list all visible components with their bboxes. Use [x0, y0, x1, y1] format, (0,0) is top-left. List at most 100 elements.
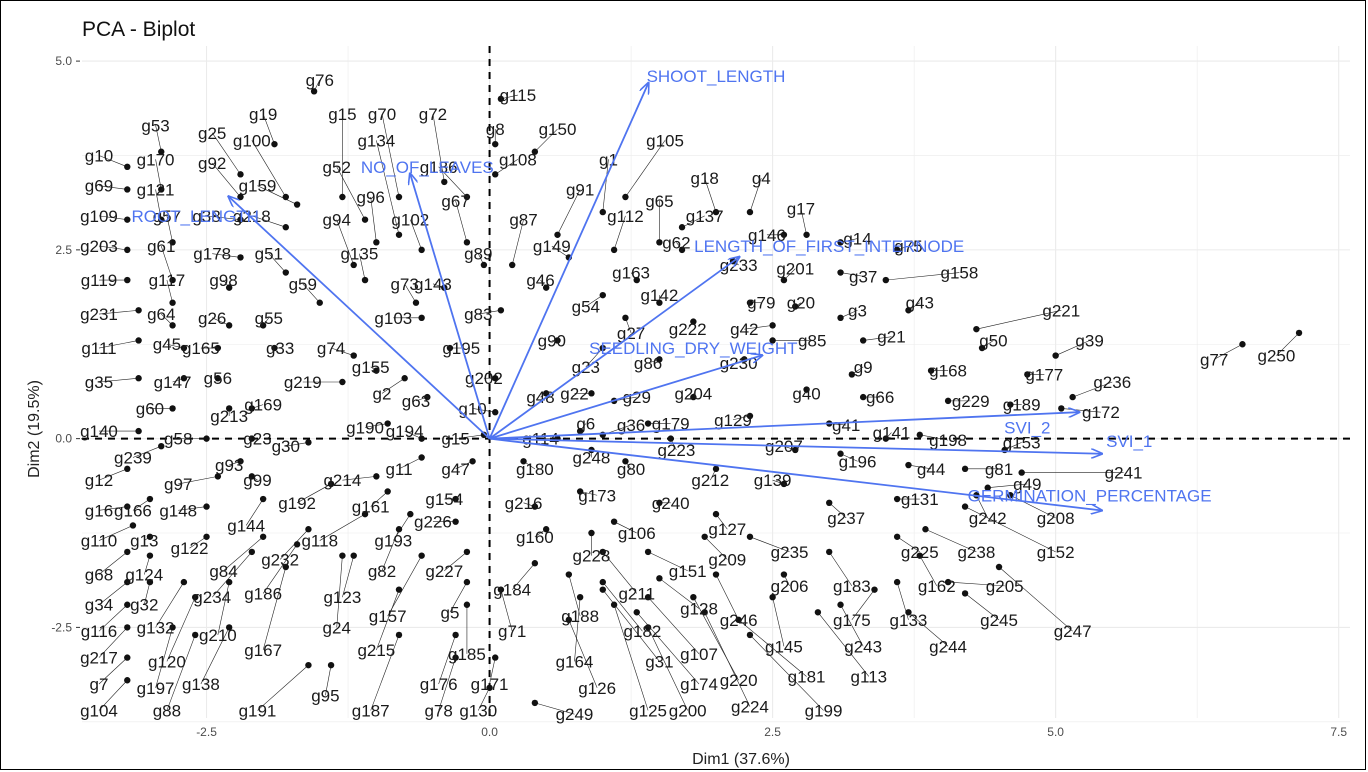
y-axis-title: Dim2 (19.5%) [26, 380, 43, 478]
leader-line [511, 563, 536, 590]
leader-line [98, 185, 128, 190]
point-label: g86 [634, 354, 662, 373]
point-label: g24 [323, 618, 351, 637]
point-label: g48 [526, 388, 554, 407]
variable-label: ROOT_LENGTH [131, 207, 259, 226]
point-label: g103 [374, 309, 412, 328]
variable-arrow [489, 437, 1101, 511]
leader-line [681, 215, 705, 228]
data-point [882, 435, 890, 442]
leader-line [444, 551, 468, 571]
leader-line [908, 612, 949, 647]
leader-line [568, 574, 581, 617]
data-point [944, 397, 952, 405]
leader-line [976, 309, 1062, 330]
point-label: g5 [440, 603, 459, 622]
point-label: g229 [952, 392, 990, 411]
data-point [350, 261, 357, 269]
point-label: g203 [80, 237, 118, 256]
point-label: g214 [323, 471, 361, 490]
data-point [492, 654, 499, 661]
point-label: g183 [833, 577, 871, 596]
data-point [169, 239, 176, 246]
data-point [305, 661, 312, 669]
point-label: g155 [352, 358, 390, 377]
point-label: g226 [414, 513, 452, 532]
point-label: g97 [164, 475, 192, 494]
point-label: g208 [1037, 509, 1075, 528]
leader-line [166, 634, 196, 711]
x-tick-label: 5.0 [1047, 725, 1064, 739]
data-point [588, 390, 595, 397]
leader-line [1214, 343, 1243, 360]
point-label: g139 [754, 471, 792, 490]
data-point [565, 571, 573, 578]
data-point [995, 563, 1003, 571]
data-point [531, 503, 539, 510]
point-label: g25 [198, 124, 226, 143]
point-label: g227 [425, 562, 463, 581]
point-label: g189 [1003, 396, 1041, 415]
point-label: g94 [323, 211, 351, 230]
tick-labels-layer: -2.5 0.0 2.5 5.0 7.5 5.0 2.5 0.0 -2.5 [51, 54, 1347, 739]
point-label: g27 [617, 324, 645, 343]
point-label: g249 [556, 705, 594, 724]
data-point [712, 510, 720, 518]
point-label: g142 [640, 286, 678, 305]
point-label: g35 [85, 373, 113, 392]
leader-lines [98, 79, 1300, 715]
leader-line [376, 140, 400, 235]
data-point [169, 624, 176, 631]
data-point [463, 193, 471, 201]
leader-line [495, 159, 519, 175]
point-label: g169 [244, 396, 282, 415]
leader-line [840, 272, 864, 277]
point-label: g46 [526, 271, 554, 290]
data-point [746, 412, 754, 420]
leader-line [749, 536, 790, 553]
point-label: g54 [572, 297, 600, 316]
leader-line [449, 581, 468, 613]
point-label: g18 [690, 169, 718, 188]
data-point [339, 193, 346, 201]
point-label: g42 [730, 320, 758, 339]
data-point [973, 325, 980, 333]
point-label: g217 [80, 649, 118, 668]
leader-line [319, 513, 366, 541]
leader-line [376, 589, 400, 651]
point-label: g91 [566, 180, 594, 199]
point-label: g197 [137, 679, 175, 698]
variable-arrows-layer: SHOOT_LENGTH NO_OF_LEAVES ROOT_LENGTH LENGT… [131, 67, 1212, 511]
point-label: g74 [317, 339, 345, 358]
data-point [259, 495, 267, 503]
data-point [452, 631, 459, 639]
data-point [497, 95, 505, 103]
data-point [203, 533, 210, 540]
leader-line [948, 581, 1005, 587]
data-point [780, 571, 788, 578]
point-label: g178 [193, 245, 231, 264]
data-point [135, 427, 142, 435]
point-label: g206 [771, 577, 809, 596]
variable-arrow [489, 257, 739, 440]
data-point [361, 216, 369, 223]
point-label: g170 [137, 150, 175, 169]
y-tick-label: -2.5 [51, 620, 72, 634]
data-point [169, 405, 176, 412]
point-label: g201 [776, 260, 814, 279]
point-label: g49 [1013, 475, 1041, 494]
data-point [158, 186, 165, 193]
data-point [452, 495, 459, 503]
leader-line [342, 555, 355, 598]
leader-line [829, 502, 847, 519]
point-label: g153 [1003, 433, 1041, 452]
data-point [746, 208, 754, 216]
point-label: g131 [901, 490, 939, 509]
point-label: g195 [442, 339, 480, 358]
data-point [146, 495, 154, 503]
leader-line [511, 219, 524, 266]
leader-line [223, 536, 264, 571]
leader-line [574, 597, 581, 662]
data-point [792, 303, 799, 310]
data-point [259, 322, 267, 329]
